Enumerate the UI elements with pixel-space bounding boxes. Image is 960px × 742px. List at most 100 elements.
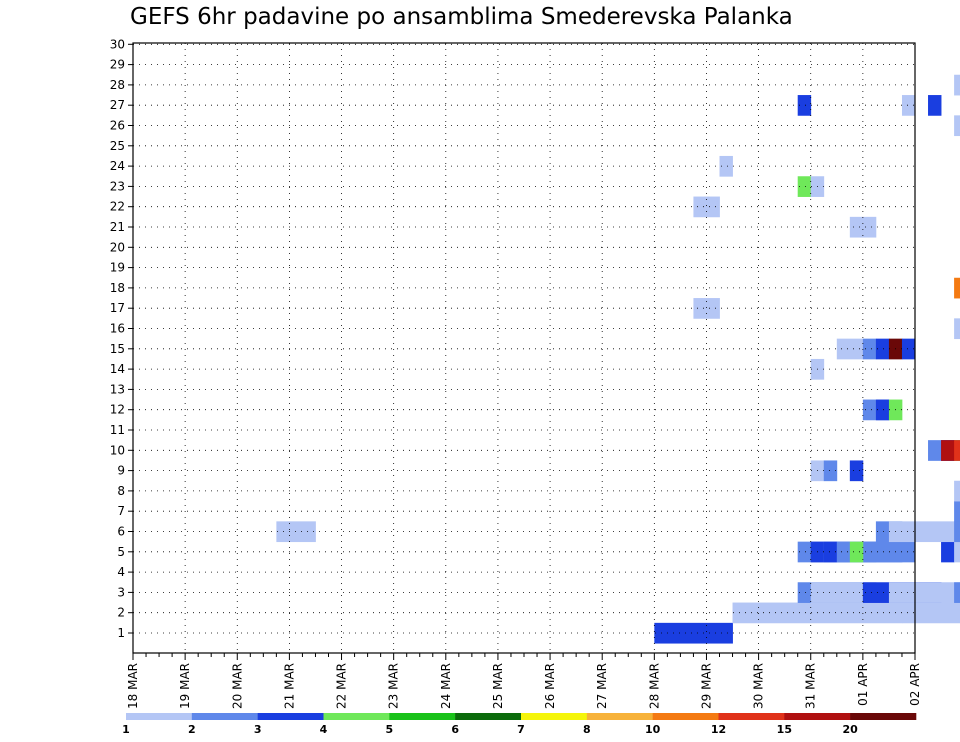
legend-label: 6	[451, 723, 459, 736]
y-tick-label: 8	[117, 484, 125, 498]
legend-swatch	[455, 713, 522, 720]
legend-label: 2	[188, 723, 196, 736]
legend-label: 10	[645, 723, 661, 736]
precip-cell	[849, 216, 877, 238]
y-tick-label: 3	[117, 585, 125, 599]
y-tick-label: 21	[110, 220, 125, 234]
y-tick-label: 27	[110, 98, 125, 112]
y-tick-label: 2	[117, 606, 125, 620]
y-tick-label: 1	[117, 626, 125, 640]
y-tick-label: 19	[110, 261, 125, 275]
x-tick-label: 19 MAR	[178, 663, 192, 709]
precip-cell	[810, 582, 877, 603]
y-tick-label: 20	[110, 240, 125, 254]
y-tick-label: 24	[110, 159, 125, 173]
precip-cell	[954, 74, 960, 96]
precip-cell	[954, 541, 960, 563]
x-tick-label: 31 MAR	[804, 663, 818, 709]
y-tick-label: 30	[110, 37, 125, 51]
y-tick-label: 13	[110, 382, 125, 396]
legend-swatch	[850, 713, 917, 720]
legend-swatch	[652, 713, 719, 720]
x-tick-label: 18 MAR	[126, 663, 140, 709]
chart-title: GEFS 6hr padavine po ansamblima Smederev…	[130, 4, 793, 30]
precip-cell	[849, 541, 864, 563]
legend-swatch	[126, 713, 193, 720]
precip-cell	[941, 541, 955, 563]
precip-cell	[954, 318, 960, 340]
precip-cell	[901, 95, 916, 116]
x-tick-label: 26 MAR	[543, 663, 557, 709]
precip-cell	[693, 196, 720, 218]
legend-label: 7	[517, 723, 525, 736]
y-tick-label: 15	[110, 342, 125, 356]
precip-cell	[954, 277, 960, 299]
y-tick-label: 14	[110, 362, 125, 376]
legend-label: 4	[320, 723, 328, 736]
precip-cell	[836, 541, 916, 563]
precip-cell	[797, 176, 812, 197]
precip-cell	[862, 338, 877, 360]
legend-label: 12	[711, 723, 726, 736]
precip-cell	[719, 155, 733, 177]
x-tick-label: 21 MAR	[282, 663, 296, 709]
y-tick-label: 10	[110, 443, 125, 457]
y-tick-label: 6	[117, 525, 125, 539]
precip-cell	[954, 521, 960, 543]
y-tick-label: 22	[110, 200, 125, 214]
precip-cell	[875, 338, 890, 360]
y-tick-label: 9	[117, 464, 125, 478]
x-tick-label: 24 MAR	[439, 663, 453, 709]
precip-cell	[941, 440, 955, 461]
precip-cell	[888, 521, 955, 543]
precip-cell	[888, 582, 960, 603]
x-tick-label: 20 MAR	[230, 663, 244, 709]
precip-cell	[954, 480, 960, 502]
y-tick-label: 4	[117, 565, 125, 579]
precip-cell	[849, 460, 864, 482]
y-tick-label: 11	[110, 423, 125, 437]
legend-label: 8	[583, 723, 591, 736]
x-tick-label: 29 MAR	[699, 663, 713, 709]
legend-swatch	[718, 713, 785, 720]
precip-cell	[954, 440, 960, 461]
legend-swatch	[784, 713, 851, 720]
x-tick-label: 27 MAR	[595, 663, 609, 709]
legend-swatch	[389, 713, 456, 720]
precip-cell	[901, 602, 960, 624]
x-tick-label: 25 MAR	[491, 663, 505, 709]
x-tick-label: 02 APR	[908, 663, 922, 706]
precip-cell	[875, 399, 890, 421]
x-tick-label: 01 APR	[856, 663, 870, 706]
precip-cell	[823, 460, 838, 482]
y-tick-label: 16	[110, 322, 125, 336]
precip-cell	[823, 541, 838, 563]
y-tick-label: 7	[117, 504, 125, 518]
y-tick-label: 29	[110, 58, 125, 72]
x-tick-label: 30 MAR	[752, 663, 766, 709]
precip-cell	[654, 622, 733, 644]
precip-cell	[693, 298, 720, 319]
x-tick-label: 22 MAR	[335, 663, 349, 709]
precip-cell	[276, 521, 316, 543]
y-tick-label: 5	[117, 545, 125, 559]
precip-cell	[797, 95, 812, 116]
legend-label: 1	[122, 723, 130, 736]
x-tick-label: 23 MAR	[387, 663, 401, 709]
legend-label: 20	[843, 723, 859, 736]
legend-swatch	[191, 713, 258, 720]
precip-cell	[954, 115, 960, 137]
x-tick-label: 28 MAR	[647, 663, 661, 709]
y-tick-label: 23	[110, 179, 125, 193]
y-tick-label: 17	[110, 301, 125, 315]
legend-swatch	[521, 713, 588, 720]
precip-cell	[954, 501, 960, 522]
legend-label: 3	[254, 723, 262, 736]
legend-swatch	[323, 713, 390, 720]
y-tick-label: 26	[110, 119, 125, 133]
precip-cell	[901, 338, 916, 360]
y-tick-label: 18	[110, 281, 125, 295]
y-tick-label: 28	[110, 78, 125, 92]
y-tick-label: 25	[110, 139, 125, 153]
